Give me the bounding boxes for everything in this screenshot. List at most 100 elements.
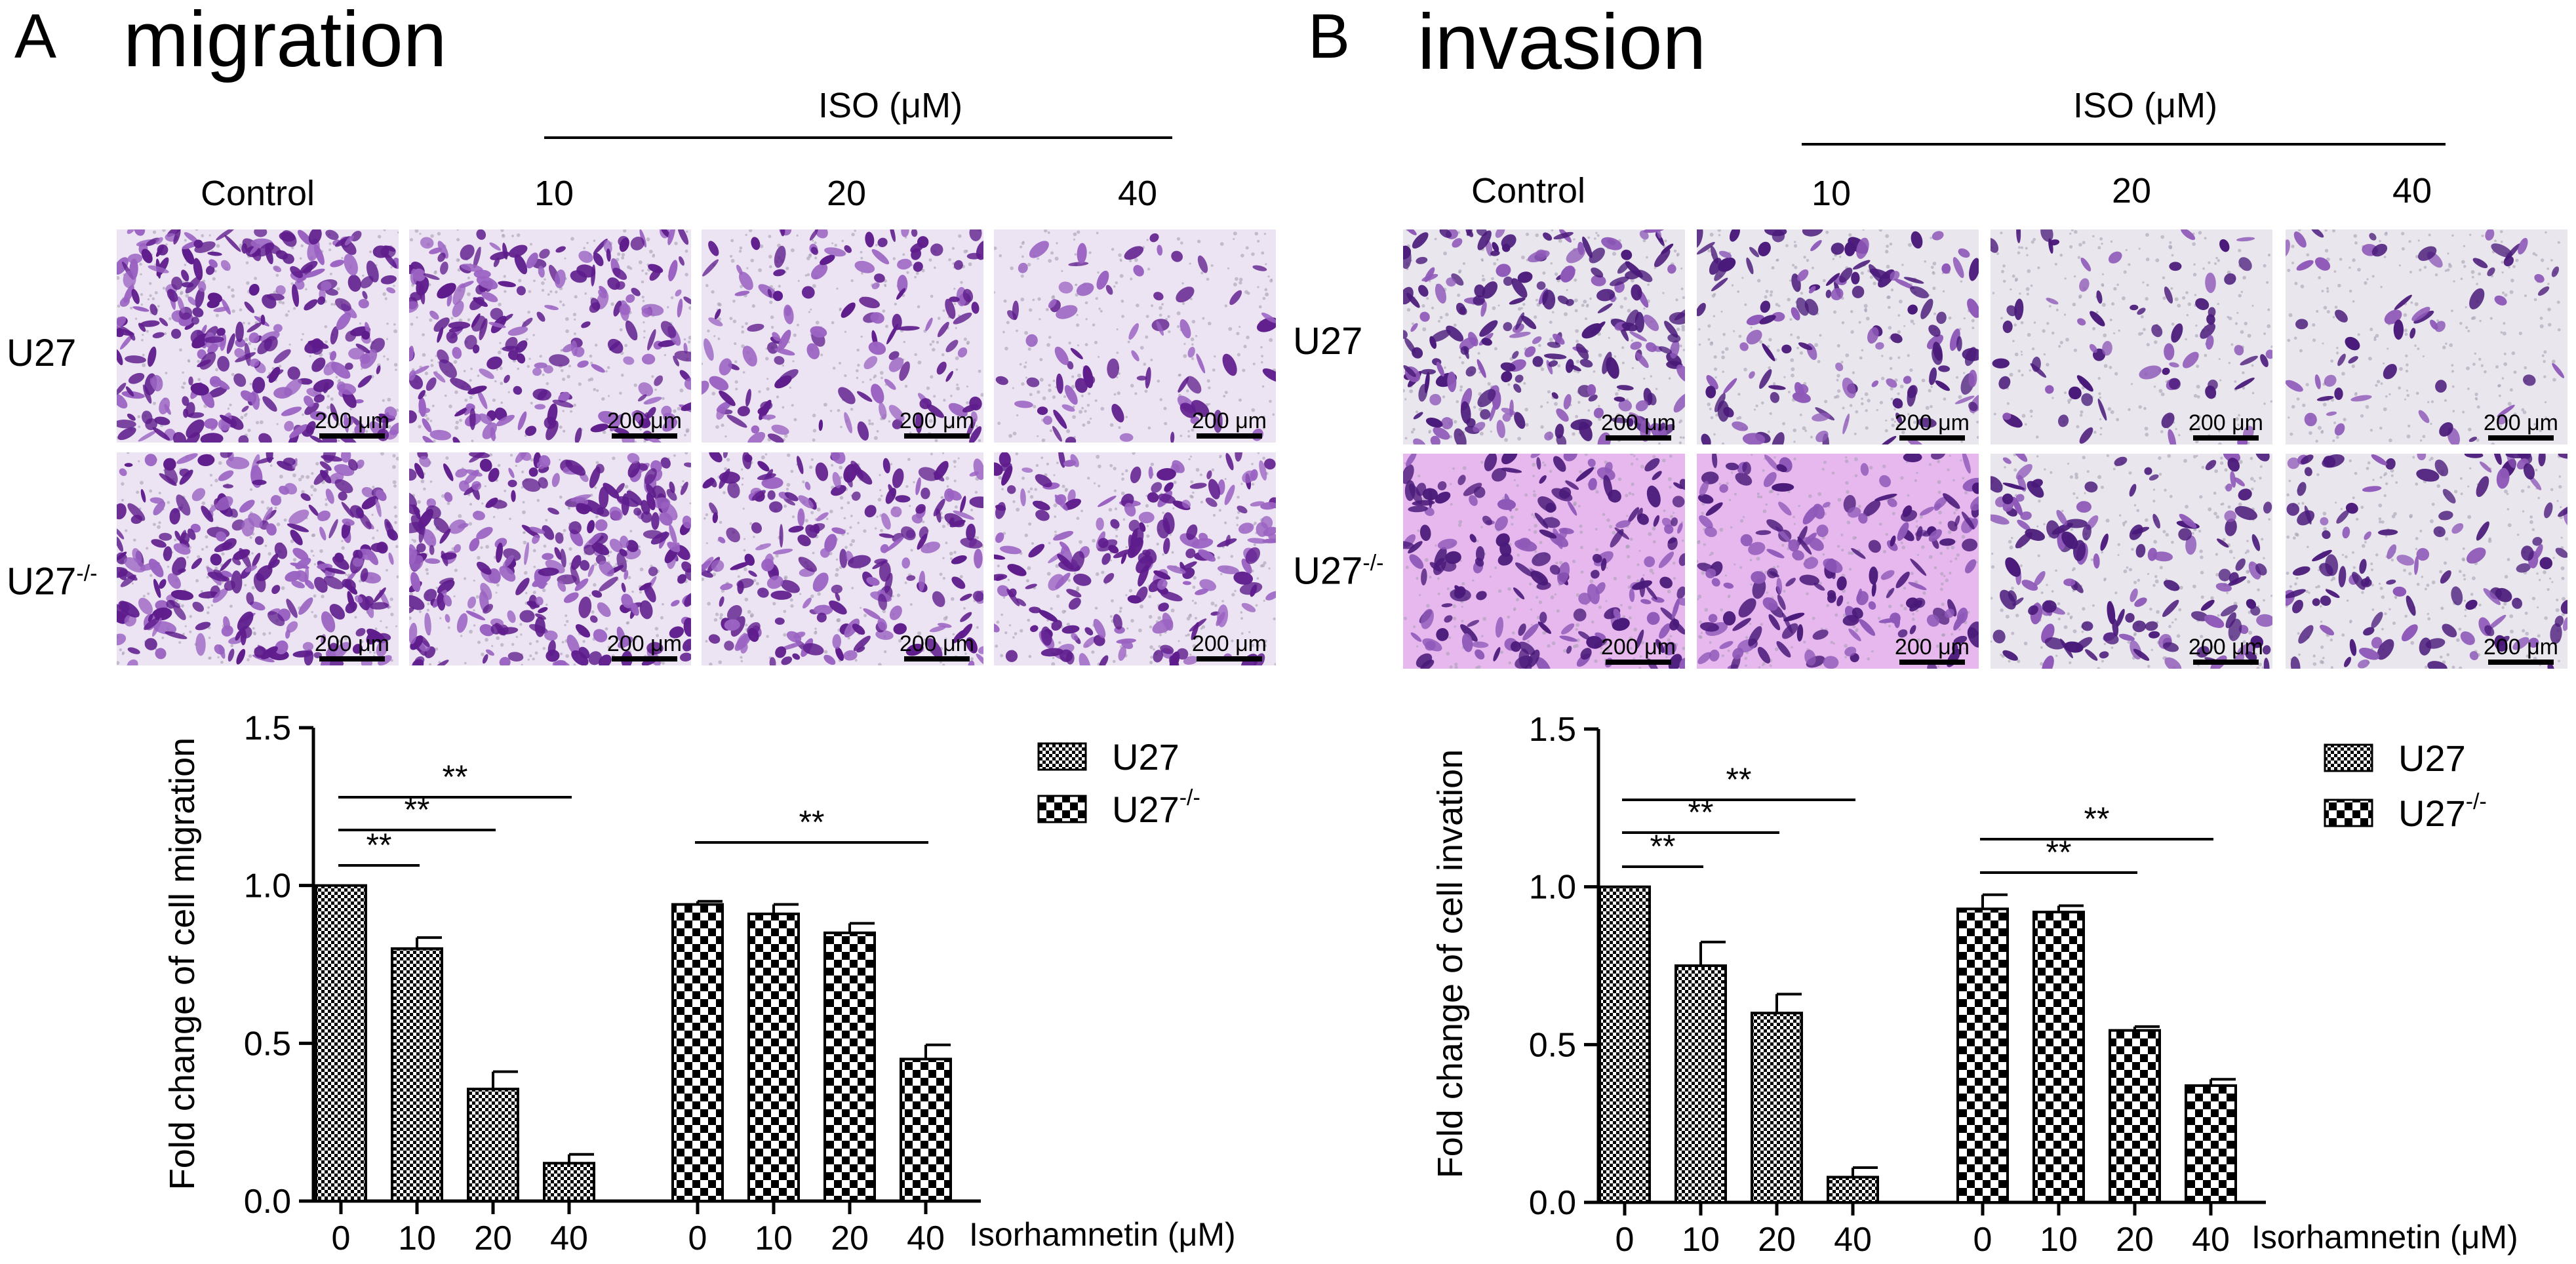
scale-bar-line <box>1899 435 1965 441</box>
chart-b-x-tick-label: 0 <box>1973 1221 1992 1259</box>
panel-b-col-10: 10 <box>1811 174 1852 213</box>
panel-a-letter: A <box>14 1 57 71</box>
scale-bar: 200 μm <box>2484 636 2558 665</box>
chart-a-bar-0-0 <box>315 884 367 1202</box>
chart-b-bar-0-1 <box>1674 964 1727 1204</box>
micrograph-a-r1-c1: 200 μm <box>117 229 399 443</box>
chart-b-sig-label: ** <box>1650 828 1676 865</box>
chart-b-legend-swatch <box>2324 743 2373 772</box>
scale-bar-line <box>319 656 385 662</box>
chart-b-bar-1-1 <box>2032 911 2085 1204</box>
chart-a-x-tick-label: 0 <box>332 1219 351 1257</box>
chart-b-legend-label: U27 <box>2398 738 2466 779</box>
chart-a-legend-label: U27-/- <box>1112 785 1200 830</box>
chart-a-sig-label: ** <box>799 804 825 840</box>
micrograph-b-r2-c1: 200 μm <box>1403 454 1685 669</box>
scale-bar-line <box>903 433 970 439</box>
chart-a-x-tick-label: 40 <box>550 1219 588 1257</box>
scale-bar-label: 200 μm <box>2483 635 2558 660</box>
chart-a-bar-1-3 <box>900 1057 952 1203</box>
chart-a-bar-0-1 <box>391 947 443 1203</box>
chart-a-x-tick-label: 40 <box>907 1219 945 1257</box>
chart-a-sig-label: ** <box>443 759 468 795</box>
chart-a-y-tick-label: 1.5 <box>244 709 291 747</box>
chart-a-x-tick-label: 10 <box>398 1219 436 1257</box>
scale-bar-line <box>611 433 677 439</box>
micrograph-b-r2-c3: 200 μm <box>1991 454 2272 669</box>
panel-a-row-u27-ko: U27-/- <box>7 560 98 603</box>
scale-bar-line <box>1899 660 1965 665</box>
chart-b-x-tick-label: 20 <box>2116 1221 2154 1259</box>
scale-bar-label: 200 μm <box>899 408 974 433</box>
chart-a-bar-0-2 <box>467 1088 519 1203</box>
chart-a-legend-label: U27 <box>1112 736 1179 778</box>
chart-b-bar-0-3 <box>1827 1175 1879 1204</box>
panel-b-title: invasion <box>1417 0 1707 86</box>
chart-b-x-tick-label: 10 <box>1682 1221 1720 1259</box>
scale-bar: 200 μm <box>2484 412 2558 441</box>
chart-a-x-tick-label: 20 <box>474 1219 512 1257</box>
chart-a-bar-1-2 <box>823 931 876 1203</box>
scale-bar-label: 200 μm <box>2483 410 2558 435</box>
chart-b-x-tick-label: 40 <box>2192 1221 2230 1259</box>
scale-bar: 200 μm <box>900 410 974 439</box>
panel-a-col-10: 10 <box>534 174 574 213</box>
chart-b-bar-0-0 <box>1598 885 1651 1204</box>
scale-bar-line <box>2192 660 2259 665</box>
scale-bar-label: 200 μm <box>1191 408 1267 433</box>
chart-b-y-tick-label: 1.0 <box>1529 869 1576 907</box>
chart-b-y-label: Fold change of cell invation <box>1431 749 1470 1178</box>
chart-b-x-tick-label: 20 <box>1758 1221 1796 1259</box>
chart-b-x-tick-label: 40 <box>1834 1221 1872 1259</box>
scale-bar-line <box>903 656 970 662</box>
scale-bar: 200 μm <box>1601 412 1676 441</box>
scale-bar-label: 200 μm <box>606 408 682 433</box>
scale-bar-line <box>2487 435 2554 441</box>
chart-b-y-tick-label: 1.5 <box>1529 711 1576 749</box>
scale-bar-label: 200 μm <box>314 408 389 433</box>
chart-a-y-label: Fold change of cell migration <box>163 738 202 1190</box>
chart-a-y-tick-label: 0.5 <box>244 1025 291 1063</box>
panel-b-row-u27: U27 <box>1293 320 1363 363</box>
chart-b-bar-1-2 <box>2109 1029 2161 1204</box>
panel-b-col-40: 40 <box>2392 171 2432 210</box>
chart-a-x-tick-label: 0 <box>688 1219 707 1257</box>
panel-b-iso-line <box>1802 143 2446 146</box>
micrograph-b-r2-c2: 200 μm <box>1697 454 1979 669</box>
scale-bar-label: 200 μm <box>314 631 389 656</box>
panel-b-col-control: Control <box>1471 171 1586 210</box>
scale-bar-label: 200 μm <box>606 631 682 656</box>
panel-b-row-u27-ko: U27-/- <box>1293 549 1384 593</box>
chart-b-x-tick-label: 10 <box>2040 1221 2078 1259</box>
scale-bar-line <box>319 433 385 439</box>
micrograph-b-r2-c4: 200 μm <box>2286 454 2567 669</box>
chart-b-legend-label: U27-/- <box>2398 789 2487 834</box>
chart-a-legend-swatch <box>1037 795 1087 823</box>
chart-b-x-label: Isorhamnetin (μM) <box>2251 1219 2518 1255</box>
scale-bar: 200 μm <box>315 410 389 439</box>
chart-b-legend-swatch <box>2324 799 2373 827</box>
scale-bar-label: 200 μm <box>1600 410 1676 435</box>
scale-bar: 200 μm <box>900 633 974 662</box>
scale-bar: 200 μm <box>1192 633 1267 662</box>
scale-bar-line <box>2487 660 2554 665</box>
scale-bar-label: 200 μm <box>2188 635 2263 660</box>
scale-bar-label: 200 μm <box>899 631 974 656</box>
chart-a-y-tick-label: 1.0 <box>244 867 291 905</box>
scale-bar-line <box>1605 435 1671 441</box>
chart-a-bar-1-1 <box>747 912 800 1203</box>
scale-bar-line <box>611 656 677 662</box>
panel-a-col-20: 20 <box>826 174 867 213</box>
scale-bar-line <box>1605 660 1671 665</box>
scale-bar-label: 200 μm <box>1600 635 1676 660</box>
scale-bar-label: 200 μm <box>1191 631 1267 656</box>
scale-bar: 200 μm <box>1192 410 1267 439</box>
scale-bar: 200 μm <box>607 633 682 662</box>
panel-b-iso-label: ISO (μM) <box>2073 86 2218 125</box>
micrograph-a-r1-c2: 200 μm <box>409 229 691 443</box>
chart-b-x-tick-label: 0 <box>1615 1221 1635 1259</box>
micrograph-b-r1-c1: 200 μm <box>1403 229 1685 444</box>
panel-a-col-control: Control <box>200 174 315 213</box>
panel-a-title: migration <box>123 0 447 83</box>
